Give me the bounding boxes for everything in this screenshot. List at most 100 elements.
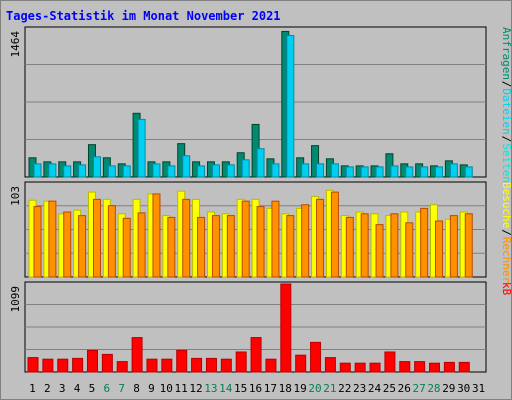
bar-rechner-day-27 <box>420 207 429 278</box>
legend-besuche: Besuche <box>500 182 512 228</box>
bar-kb-day-28 <box>429 362 441 373</box>
bar-dateien-day-15 <box>241 159 250 178</box>
bar-rechner-day-7 <box>122 217 131 278</box>
bar-rechner-day-16 <box>256 206 265 278</box>
x-tick-day-6: 6 <box>103 382 110 395</box>
bar-kb-day-5 <box>86 349 98 373</box>
legend-separator: / <box>500 81 512 88</box>
x-tick-day-16: 16 <box>249 382 262 395</box>
bar-kb-day-6 <box>101 353 113 373</box>
bar-dateien-day-10 <box>167 165 176 178</box>
bar-dateien-day-8 <box>137 118 146 178</box>
bar-rechner-day-1 <box>33 206 42 278</box>
bar-dateien-day-6 <box>107 165 116 178</box>
bar-dateien-day-9 <box>152 163 161 178</box>
x-tick-day-14: 14 <box>219 382 233 395</box>
x-tick-day-26: 26 <box>398 382 411 395</box>
bar-rechner-day-6 <box>107 205 116 278</box>
x-tick-day-25: 25 <box>383 382 396 395</box>
bar-kb-day-12 <box>191 357 203 373</box>
bar-dateien-day-7 <box>122 165 131 178</box>
bar-dateien-day-1 <box>33 163 42 178</box>
x-tick-day-3: 3 <box>59 382 66 395</box>
x-tick-day-21: 21 <box>323 382 336 395</box>
x-tick-day-7: 7 <box>118 382 125 395</box>
bar-kb-day-14 <box>220 358 232 373</box>
x-tick-day-15: 15 <box>234 382 247 395</box>
bar-rechner-day-17 <box>271 200 280 278</box>
bar-rechner-day-25 <box>390 213 399 278</box>
bar-rechner-day-24 <box>375 224 384 278</box>
bar-rechner-day-9 <box>152 193 161 278</box>
bar-kb-day-23 <box>354 362 366 373</box>
bar-dateien-day-18 <box>286 34 295 178</box>
y-max-label: 103 <box>9 186 22 206</box>
bar-dateien-day-19 <box>301 163 310 178</box>
x-tick-day-29: 29 <box>442 382 455 395</box>
bar-kb-day-18 <box>280 283 292 373</box>
bar-rechner-day-26 <box>405 222 414 278</box>
x-tick-day-24: 24 <box>368 382 382 395</box>
bar-kb-day-26 <box>399 361 411 373</box>
x-tick-day-2: 2 <box>44 382 51 395</box>
bar-kb-day-3 <box>57 358 69 373</box>
bar-kb-day-29 <box>443 361 455 373</box>
bar-kb-day-22 <box>339 362 351 373</box>
bar-kb-day-11 <box>176 349 188 373</box>
bar-rechner-day-28 <box>435 220 444 278</box>
bar-dateien-day-23 <box>360 166 369 178</box>
bar-dateien-day-14 <box>226 164 235 178</box>
x-tick-day-10: 10 <box>160 382 173 395</box>
bar-rechner-day-4 <box>78 215 87 278</box>
bar-dateien-day-3 <box>63 165 72 178</box>
x-tick-day-1: 1 <box>29 382 36 395</box>
bar-dateien-day-17 <box>271 163 280 178</box>
bar-dateien-day-21 <box>330 163 339 178</box>
bar-dateien-day-24 <box>375 166 384 178</box>
bar-kb-day-10 <box>161 358 173 373</box>
bar-dateien-day-26 <box>405 166 414 178</box>
bar-kb-day-17 <box>265 358 277 373</box>
x-tick-day-22: 22 <box>338 382 351 395</box>
bar-dateien-day-30 <box>464 166 473 178</box>
bar-rechner-day-10 <box>167 216 176 278</box>
legend-separator: / <box>500 229 512 236</box>
legend-seiten: Seiten <box>500 143 512 183</box>
bar-dateien-day-25 <box>390 165 399 178</box>
bar-rechner-day-23 <box>360 213 369 278</box>
bar-dateien-day-27 <box>420 166 429 178</box>
legend-anfragen: Anfragen <box>500 27 512 80</box>
x-tick-day-30: 30 <box>457 382 470 395</box>
bar-rechner-day-3 <box>63 211 72 278</box>
bar-kb-day-1 <box>27 357 39 373</box>
x-tick-day-17: 17 <box>264 382 277 395</box>
legend-rechner: Rechner <box>500 237 512 284</box>
bar-rechner-day-21 <box>330 191 339 278</box>
legend-separator: / <box>500 136 512 143</box>
bar-kb-day-24 <box>369 362 381 373</box>
bar-kb-day-16 <box>250 337 262 373</box>
bar-rechner-day-2 <box>48 200 57 278</box>
bar-dateien-day-13 <box>211 164 220 178</box>
bar-anfragen-day-25 <box>385 153 394 178</box>
bar-rechner-day-29 <box>449 215 458 278</box>
x-tick-day-13: 13 <box>204 382 217 395</box>
bar-dateien-day-2 <box>48 163 57 178</box>
x-tick-day-20: 20 <box>308 382 321 395</box>
bar-dateien-day-16 <box>256 148 265 178</box>
x-tick-day-19: 19 <box>293 382 306 395</box>
bar-rechner-day-5 <box>92 198 101 278</box>
x-tick-day-4: 4 <box>74 382 81 395</box>
x-tick-day-28: 28 <box>427 382 440 395</box>
x-tick-day-11: 11 <box>175 382 188 395</box>
chart-title: Tages-Statistik im Monat November 2021 <box>6 9 281 23</box>
x-tick-day-23: 23 <box>353 382 366 395</box>
bar-kb-day-21 <box>324 357 336 373</box>
bar-dateien-day-12 <box>197 165 206 178</box>
bar-rechner-day-20 <box>316 198 325 278</box>
bar-dateien-day-29 <box>449 163 458 178</box>
bar-kb-day-20 <box>310 341 322 373</box>
bar-dateien-day-22 <box>345 166 354 178</box>
bar-kb-day-13 <box>205 357 217 373</box>
